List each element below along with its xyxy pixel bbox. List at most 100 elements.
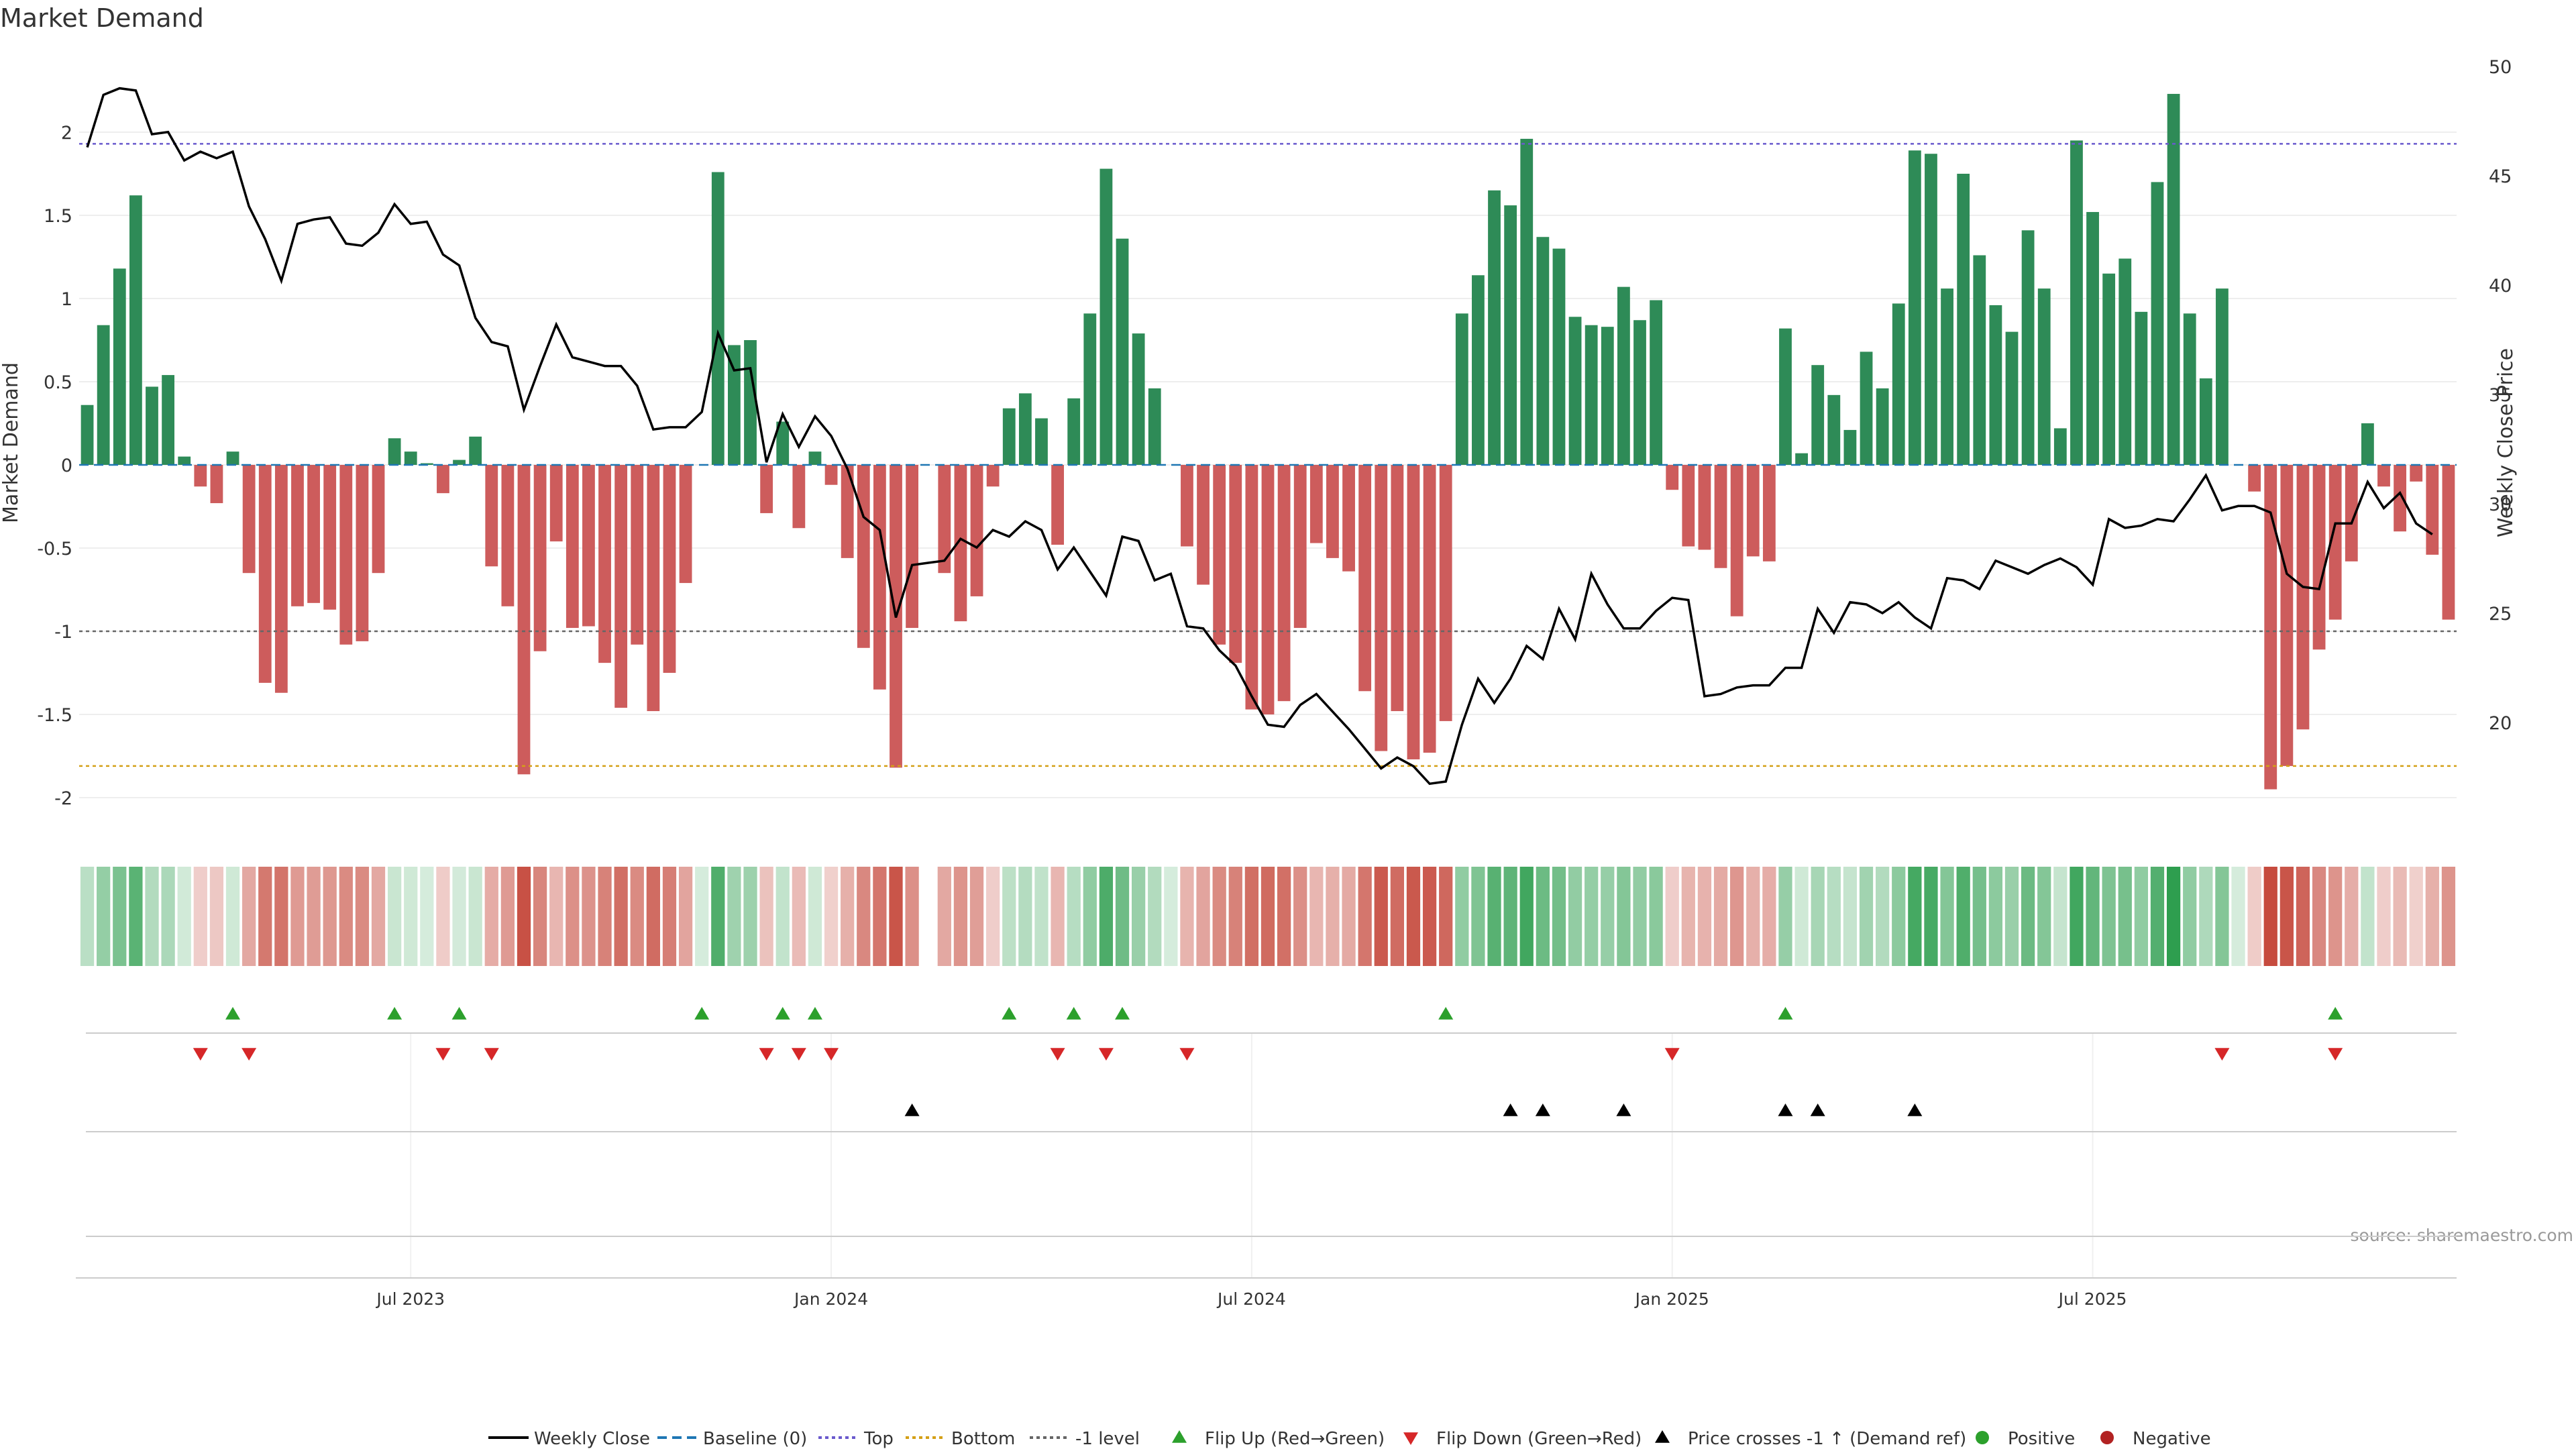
heat-cell xyxy=(1148,867,1162,966)
heat-cell xyxy=(873,867,887,966)
demand-bar xyxy=(1520,138,1534,466)
demand-bar xyxy=(162,375,175,465)
demand-bar xyxy=(1536,237,1550,465)
heat-cell xyxy=(1164,867,1178,966)
demand-bar xyxy=(2345,465,2358,561)
demand-bar xyxy=(1472,275,1485,465)
heat-cell xyxy=(727,867,741,966)
heat-cell xyxy=(775,867,790,966)
demand-bar xyxy=(2021,230,2035,465)
y2-tick-label: 40 xyxy=(2489,276,2512,297)
demand-bar xyxy=(97,325,110,465)
heat-cell xyxy=(1713,867,1728,966)
y-tick-label: 0.5 xyxy=(44,372,72,393)
demand-bar xyxy=(1779,328,1792,465)
demand-bar xyxy=(873,465,886,690)
heat-cell xyxy=(646,867,660,966)
heat-cell xyxy=(1859,867,1874,966)
demand-bar xyxy=(614,465,628,708)
demand-bar xyxy=(1585,325,1598,465)
demand-bar xyxy=(1423,465,1436,753)
heat-cell xyxy=(1568,867,1582,966)
chart-title: Market Demand xyxy=(0,3,204,33)
heat-cell xyxy=(1924,867,1938,966)
demand-bar xyxy=(242,465,256,574)
demand-bar xyxy=(1132,333,1145,465)
price-cross-marker xyxy=(1907,1104,1923,1116)
heat-cell xyxy=(1827,867,1841,966)
heat-cell xyxy=(1180,867,1194,966)
heat-cell xyxy=(1697,867,1712,966)
heat-cell xyxy=(307,867,321,966)
heat-cell xyxy=(1342,867,1356,966)
demand-bar xyxy=(437,465,449,494)
demand-bar xyxy=(453,460,466,465)
demand-bar xyxy=(1488,190,1501,465)
heat-cell xyxy=(225,867,240,966)
demand-bar xyxy=(274,465,288,693)
heat-cell xyxy=(1422,867,1437,966)
y-tick-label: 2 xyxy=(61,123,72,144)
legend-label: -1 level xyxy=(1075,1429,1140,1449)
heat-cell xyxy=(1681,867,1695,966)
demand-bar xyxy=(841,465,854,558)
demand-bar xyxy=(679,465,692,584)
demand-bar xyxy=(824,465,838,485)
demand-bar xyxy=(776,421,790,465)
heat-cell xyxy=(404,867,418,966)
heat-cell xyxy=(468,867,482,966)
heat-cell xyxy=(1617,867,1631,966)
demand-bar xyxy=(566,465,579,629)
heat-cell xyxy=(113,867,127,966)
flip-down-marker xyxy=(791,1048,806,1061)
x-tick-label: Jul 2025 xyxy=(2057,1289,2127,1309)
demand-bar xyxy=(372,465,385,574)
heat-cell xyxy=(1876,867,1890,966)
demand-bar xyxy=(1698,465,1711,550)
demand-bar xyxy=(1989,305,2002,465)
demand-bar xyxy=(2426,465,2439,555)
flip-up-marker xyxy=(387,1007,402,1020)
reference-lines xyxy=(79,143,2457,767)
demand-bar xyxy=(1650,300,1663,465)
heat-cell xyxy=(290,867,305,966)
y2-tick-label: 35 xyxy=(2489,385,2512,406)
demand-bar xyxy=(469,436,482,465)
heat-cell xyxy=(1196,867,1210,966)
heat-cell xyxy=(857,867,871,966)
flip-up-marker xyxy=(1002,1007,1017,1020)
heat-cell xyxy=(97,867,111,966)
demand-bar xyxy=(2312,465,2326,650)
heat-cell xyxy=(484,867,498,966)
demand-bar xyxy=(1148,388,1161,465)
demand-bar xyxy=(258,465,272,683)
demand-bar xyxy=(194,465,207,487)
y2-tick-label: 50 xyxy=(2489,57,2512,78)
source-label: source: sharemaestro.com xyxy=(2351,1226,2574,1245)
heat-cell xyxy=(808,867,822,966)
demand-bar xyxy=(1666,465,1679,490)
x-tick-label: Jul 2024 xyxy=(1216,1289,1286,1309)
demand-bar xyxy=(113,268,126,465)
heat-cell xyxy=(193,867,207,966)
heat-cell xyxy=(1309,867,1324,966)
heat-cell xyxy=(2328,867,2343,966)
demand-bar xyxy=(1181,465,1193,547)
demand-bar xyxy=(647,465,660,712)
flip-up-marker xyxy=(694,1007,710,1020)
heat-cell xyxy=(258,867,272,966)
heat-cell xyxy=(177,867,191,966)
heat-cell xyxy=(1374,867,1388,966)
heat-cell xyxy=(1988,867,2003,966)
demand-bar xyxy=(631,465,644,645)
demand-bar xyxy=(1018,393,1032,465)
y-tick-label: -1.5 xyxy=(37,705,72,726)
demand-bar xyxy=(2037,288,2051,465)
demand-bar xyxy=(2053,428,2067,465)
y2-axis-ticks: 20 25 30 35 40 45 50 xyxy=(2489,57,2512,734)
demand-bar xyxy=(1617,286,1630,465)
heat-cell xyxy=(905,867,919,966)
demand-bar xyxy=(1568,317,1582,465)
demand-bar xyxy=(485,465,498,567)
heat-cell xyxy=(1746,867,1760,966)
